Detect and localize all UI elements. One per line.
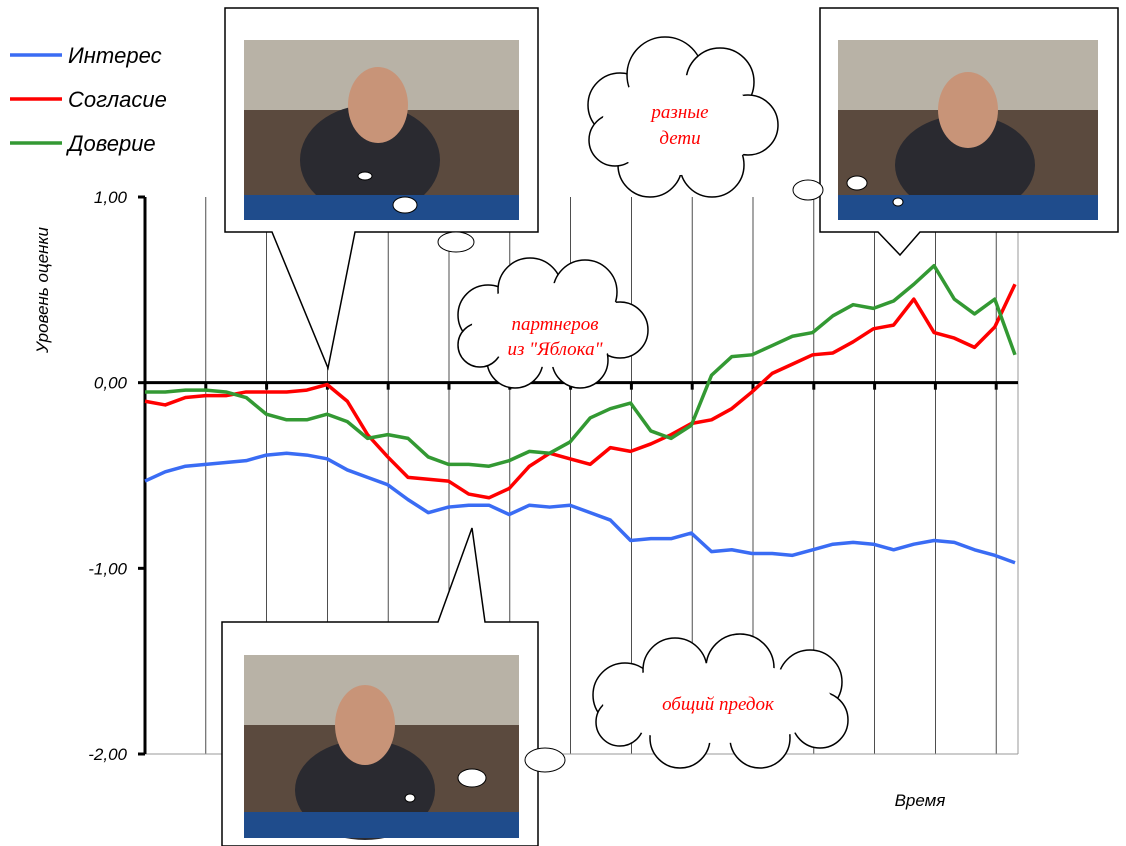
annotation: общий предок [662, 694, 775, 715]
plot: 1,00 0,00 -1,00 -2,00 [88, 188, 1019, 764]
legend-label: Согласие [68, 87, 167, 112]
legend-label: Интерес [68, 43, 162, 68]
annotation: партнеров [511, 314, 598, 335]
callout [792, 7, 1119, 257]
y-axis-label: Уровень оценки [33, 226, 52, 354]
line [144, 283, 1017, 500]
thought-cloud: общий предок [592, 633, 849, 769]
y-tick-label: -2,00 [88, 745, 127, 764]
callout [221, 527, 566, 846]
line [144, 451, 1016, 565]
y-tick-label: -1,00 [88, 559, 127, 578]
annotation: дети [659, 128, 700, 149]
annotation: из "Яблока" [507, 339, 603, 360]
x-axis-label: Время [895, 791, 946, 810]
callout [224, 7, 539, 371]
annotation: разные [649, 102, 708, 123]
thought-cloud: разные дети [587, 36, 779, 198]
line [145, 263, 1017, 468]
thought-cloud: партнеров из "Яблока" [457, 257, 649, 389]
legend: Интерес Согласие Доверие [10, 43, 167, 156]
legend-label: Доверие [65, 131, 156, 156]
y-tick-label: 0,00 [94, 374, 128, 393]
y-tick-label: 1,00 [94, 188, 128, 207]
